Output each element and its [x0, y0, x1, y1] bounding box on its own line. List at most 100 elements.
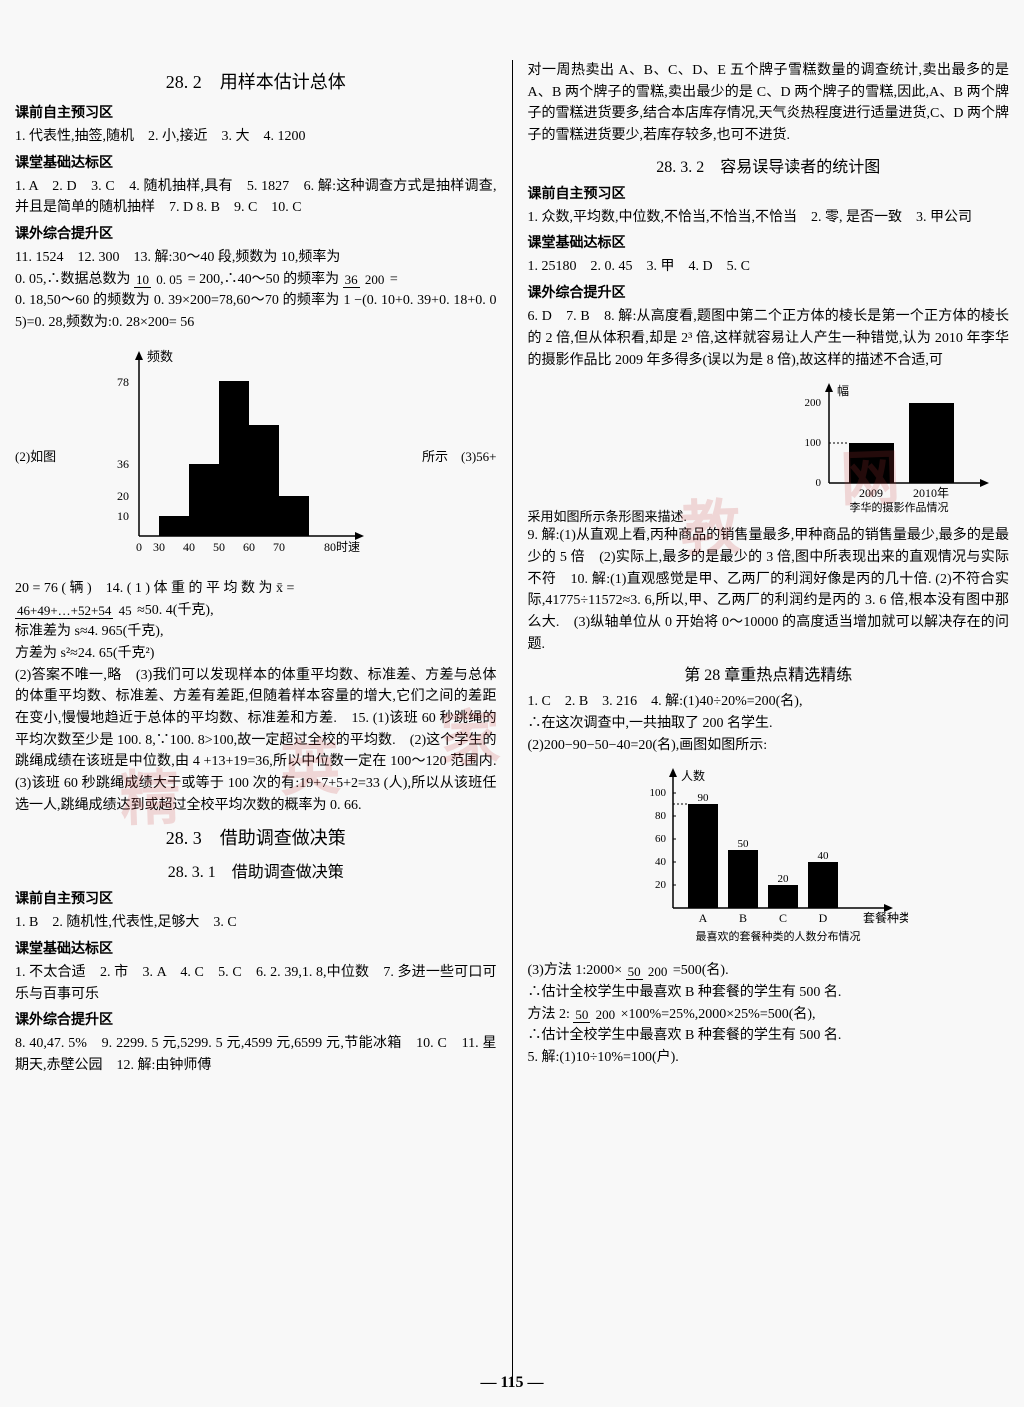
chart-2: 幅 0 100 200 2009 2010年 李华的摄影作品情况 — [789, 383, 1009, 513]
pre-answers-3: 1. 众数,平均数,中位数,不恰当,不恰当,不恰当 2. 零, 是否一致 3. … — [528, 207, 1010, 229]
frac-m1-den: 200 — [646, 964, 670, 979]
base-answers-1: 1. A 2. D 3. C 4. 随机抽样,具有 5. 1827 6. 解:这… — [15, 176, 497, 219]
pre-answers-1: 1. 代表性,抽签,随机 2. 小,接近 3. 大 4. 1200 — [15, 126, 497, 148]
frac-1: 10 0. 05 — [134, 273, 184, 286]
svg-text:20: 20 — [778, 873, 790, 885]
frac-m1: 50 200 — [626, 965, 670, 978]
base-label-2: 课堂基础达标区 — [15, 938, 497, 958]
column-divider — [512, 60, 513, 1387]
svg-text:C: C — [779, 911, 787, 925]
svg-text:200: 200 — [805, 397, 822, 409]
ext3-p1: 6. D 7. B 8. 解:从高度看,题图中第二个正方体的棱长是第一个正方体的… — [528, 306, 1010, 371]
svg-text:人数: 人数 — [681, 768, 705, 783]
p-var: 方差为 s²≈24. 65(千克²) — [15, 643, 497, 665]
svg-text:2009: 2009 — [859, 486, 883, 500]
pre-answers-2: 1. B 2. 随机性,代表性,足够大 3. C — [15, 912, 497, 934]
frac-m2-num: 50 — [573, 1007, 590, 1023]
chart-3-svg: 人数 20 40 60 80 100 90 50 20 — [628, 768, 908, 948]
base-label-3: 课堂基础达标区 — [528, 232, 1010, 252]
pre-label-2: 课前自主预习区 — [15, 888, 497, 908]
svg-text:40: 40 — [818, 850, 830, 862]
frac-m2: 50 200 — [573, 1008, 617, 1021]
svg-text:最喜欢的套餐种类的人数分布情况: 最喜欢的套餐种类的人数分布情况 — [696, 929, 861, 943]
svg-text:30: 30 — [153, 540, 165, 554]
svg-text:频数: 频数 — [147, 349, 173, 364]
frac-m1-num: 50 — [626, 964, 643, 980]
p-method1-pre: (3)方法 1:2000× — [528, 963, 623, 978]
svg-text:80时速: 80时速 — [324, 540, 360, 554]
chart2-row: 采用如图所示条形图来描述. 幅 0 100 200 2009 2010年 — [528, 371, 1010, 525]
p-after-chart1: 20 = 76 ( 辆 ) 14. ( 1 ) 体 重 的 平 均 数 为 x̄… — [15, 578, 497, 600]
ans4-p2: ∴在这次调查中,一共抽取了 200 名学生. — [528, 713, 1010, 735]
p-method2: 方法 2: 50 200 ×100%=25%,2000×25%=500(名), — [528, 1004, 1010, 1026]
chart2-pre-text: 采用如图所示条形图来描述. — [528, 506, 790, 525]
svg-text:60: 60 — [655, 833, 667, 845]
svg-text:60: 60 — [243, 540, 255, 554]
svg-text:100: 100 — [805, 437, 822, 449]
frac-3: 46+49+…+52+54 45 — [15, 604, 134, 617]
svg-text:20: 20 — [655, 879, 667, 891]
page-number: — 115 — — [480, 1374, 543, 1392]
section-title-28-3-2: 28. 3. 2 容易误导读者的统计图 — [528, 153, 1010, 177]
p5: 5. 解:(1)10÷10%=100(户). — [528, 1047, 1010, 1069]
section-title-28-2: 28. 2 用样本估计总体 — [15, 68, 497, 94]
pre-label-1: 课前自主预习区 — [15, 102, 497, 122]
svg-text:78: 78 — [117, 375, 129, 389]
ext-p1: 11. 1524 12. 300 13. 解:30～40 段,频数为 10,频率… — [15, 247, 497, 269]
left-column: 28. 2 用样本估计总体 课前自主预习区 1. 代表性,抽签,随机 2. 小,… — [15, 60, 497, 1387]
frac-3-den: 45 — [117, 603, 134, 618]
ext-answers-2: 8. 40,47. 5% 9. 2299. 5 元,5299. 5 元,4599… — [15, 1033, 497, 1076]
right-cont: 对一周热卖出 A、B、C、D、E 五个牌子雪糕数量的调查统计,卖出最多的是 A、… — [528, 60, 1010, 147]
p-conclusion2: ∴估计全校学生中最喜欢 B 种套餐的学生有 500 名. — [528, 1025, 1010, 1047]
svg-text:D: D — [819, 911, 828, 925]
right-column: 对一周热卖出 A、B、C、D、E 五个牌子雪糕数量的调查统计,卖出最多的是 A、… — [528, 60, 1010, 1387]
p-std: 标准差为 s≈4. 965(千克), — [15, 621, 497, 643]
svg-text:2010年: 2010年 — [913, 486, 949, 500]
frac-2: 36 200 — [343, 273, 387, 286]
svg-text:50: 50 — [738, 838, 750, 850]
p9: 9. 解:(1)从直观上看,丙种商品的销售量最多,甲种商品的销售量最少,最多的是… — [528, 525, 1010, 655]
p-rest: (2)答案不唯一,略 (3)我们可以发现样本的体重平均数、标准差、方差与总体的体… — [15, 665, 497, 817]
svg-text:40: 40 — [183, 540, 195, 554]
chart-2-svg: 幅 0 100 200 2009 2010年 李华的摄影作品情况 — [789, 383, 1009, 513]
p-method1: (3)方法 1:2000× 50 200 =500(名). — [528, 960, 1010, 982]
base-label-1: 课堂基础达标区 — [15, 152, 497, 172]
chart-1-svg: 频数 10 20 36 78 0 30 40 50 — [99, 346, 379, 566]
svg-text:幅: 幅 — [837, 383, 849, 398]
svg-text:0: 0 — [816, 477, 822, 489]
svg-text:A: A — [699, 911, 708, 925]
ext-p2-mid: = 200,∴40～50 的频率为 — [188, 272, 339, 287]
ext-p3: 0. 18,50～60 的频数为 0. 39×200=78,60～70 的频率为… — [15, 290, 497, 333]
svg-text:40: 40 — [655, 856, 667, 868]
section-title-28-3: 28. 3 借助调查做决策 — [15, 824, 497, 850]
ext-label-2: 课外综合提升区 — [15, 1009, 497, 1029]
svg-text:B: B — [739, 911, 747, 925]
section-title-ch28: 第 28 章重热点精选精练 — [528, 661, 1010, 685]
svg-text:0: 0 — [136, 540, 142, 554]
chart1-row: (2)如图 频数 10 20 36 78 — [15, 334, 497, 578]
svg-text:套餐种类: 套餐种类 — [863, 910, 908, 925]
ans4-p3: (2)200−90−50−40=20(名),画图如图所示: — [528, 735, 1010, 757]
svg-text:100: 100 — [650, 787, 667, 799]
p-method1-post: =500(名). — [673, 963, 729, 978]
ext-label-1: 课外综合提升区 — [15, 223, 497, 243]
svg-text:李华的摄影作品情况: 李华的摄影作品情况 — [850, 500, 949, 513]
frac-3-num: 46+49+…+52+54 — [15, 603, 113, 619]
p-after-frac3: ≈50. 4(千克), — [137, 603, 214, 618]
p-method2-post: ×100%=25%,2000×25%=500(名), — [621, 1007, 816, 1022]
chart1-right-text: 所示 (3)56+ — [422, 446, 497, 465]
p-conclusion1: ∴估计全校学生中最喜欢 B 种套餐的学生有 500 名. — [528, 982, 1010, 1004]
frac-2-den: 200 — [363, 272, 387, 287]
ext-p2: 0. 05,∴数据总数为 10 0. 05 = 200,∴40～50 的频率为 … — [15, 269, 497, 291]
frac-m2-den: 200 — [594, 1007, 618, 1022]
ext-label-3: 课外综合提升区 — [528, 282, 1010, 302]
chart-3: 人数 20 40 60 80 100 90 50 20 — [628, 768, 908, 948]
svg-text:10: 10 — [117, 509, 129, 523]
section-title-28-3-1: 28. 3. 1 借助调查做决策 — [15, 858, 497, 882]
svg-text:70: 70 — [273, 540, 285, 554]
svg-text:50: 50 — [213, 540, 225, 554]
frac-2-num: 36 — [343, 272, 360, 288]
pre-label-3: 课前自主预习区 — [528, 183, 1010, 203]
svg-text:20: 20 — [117, 489, 129, 503]
svg-text:90: 90 — [698, 792, 710, 804]
